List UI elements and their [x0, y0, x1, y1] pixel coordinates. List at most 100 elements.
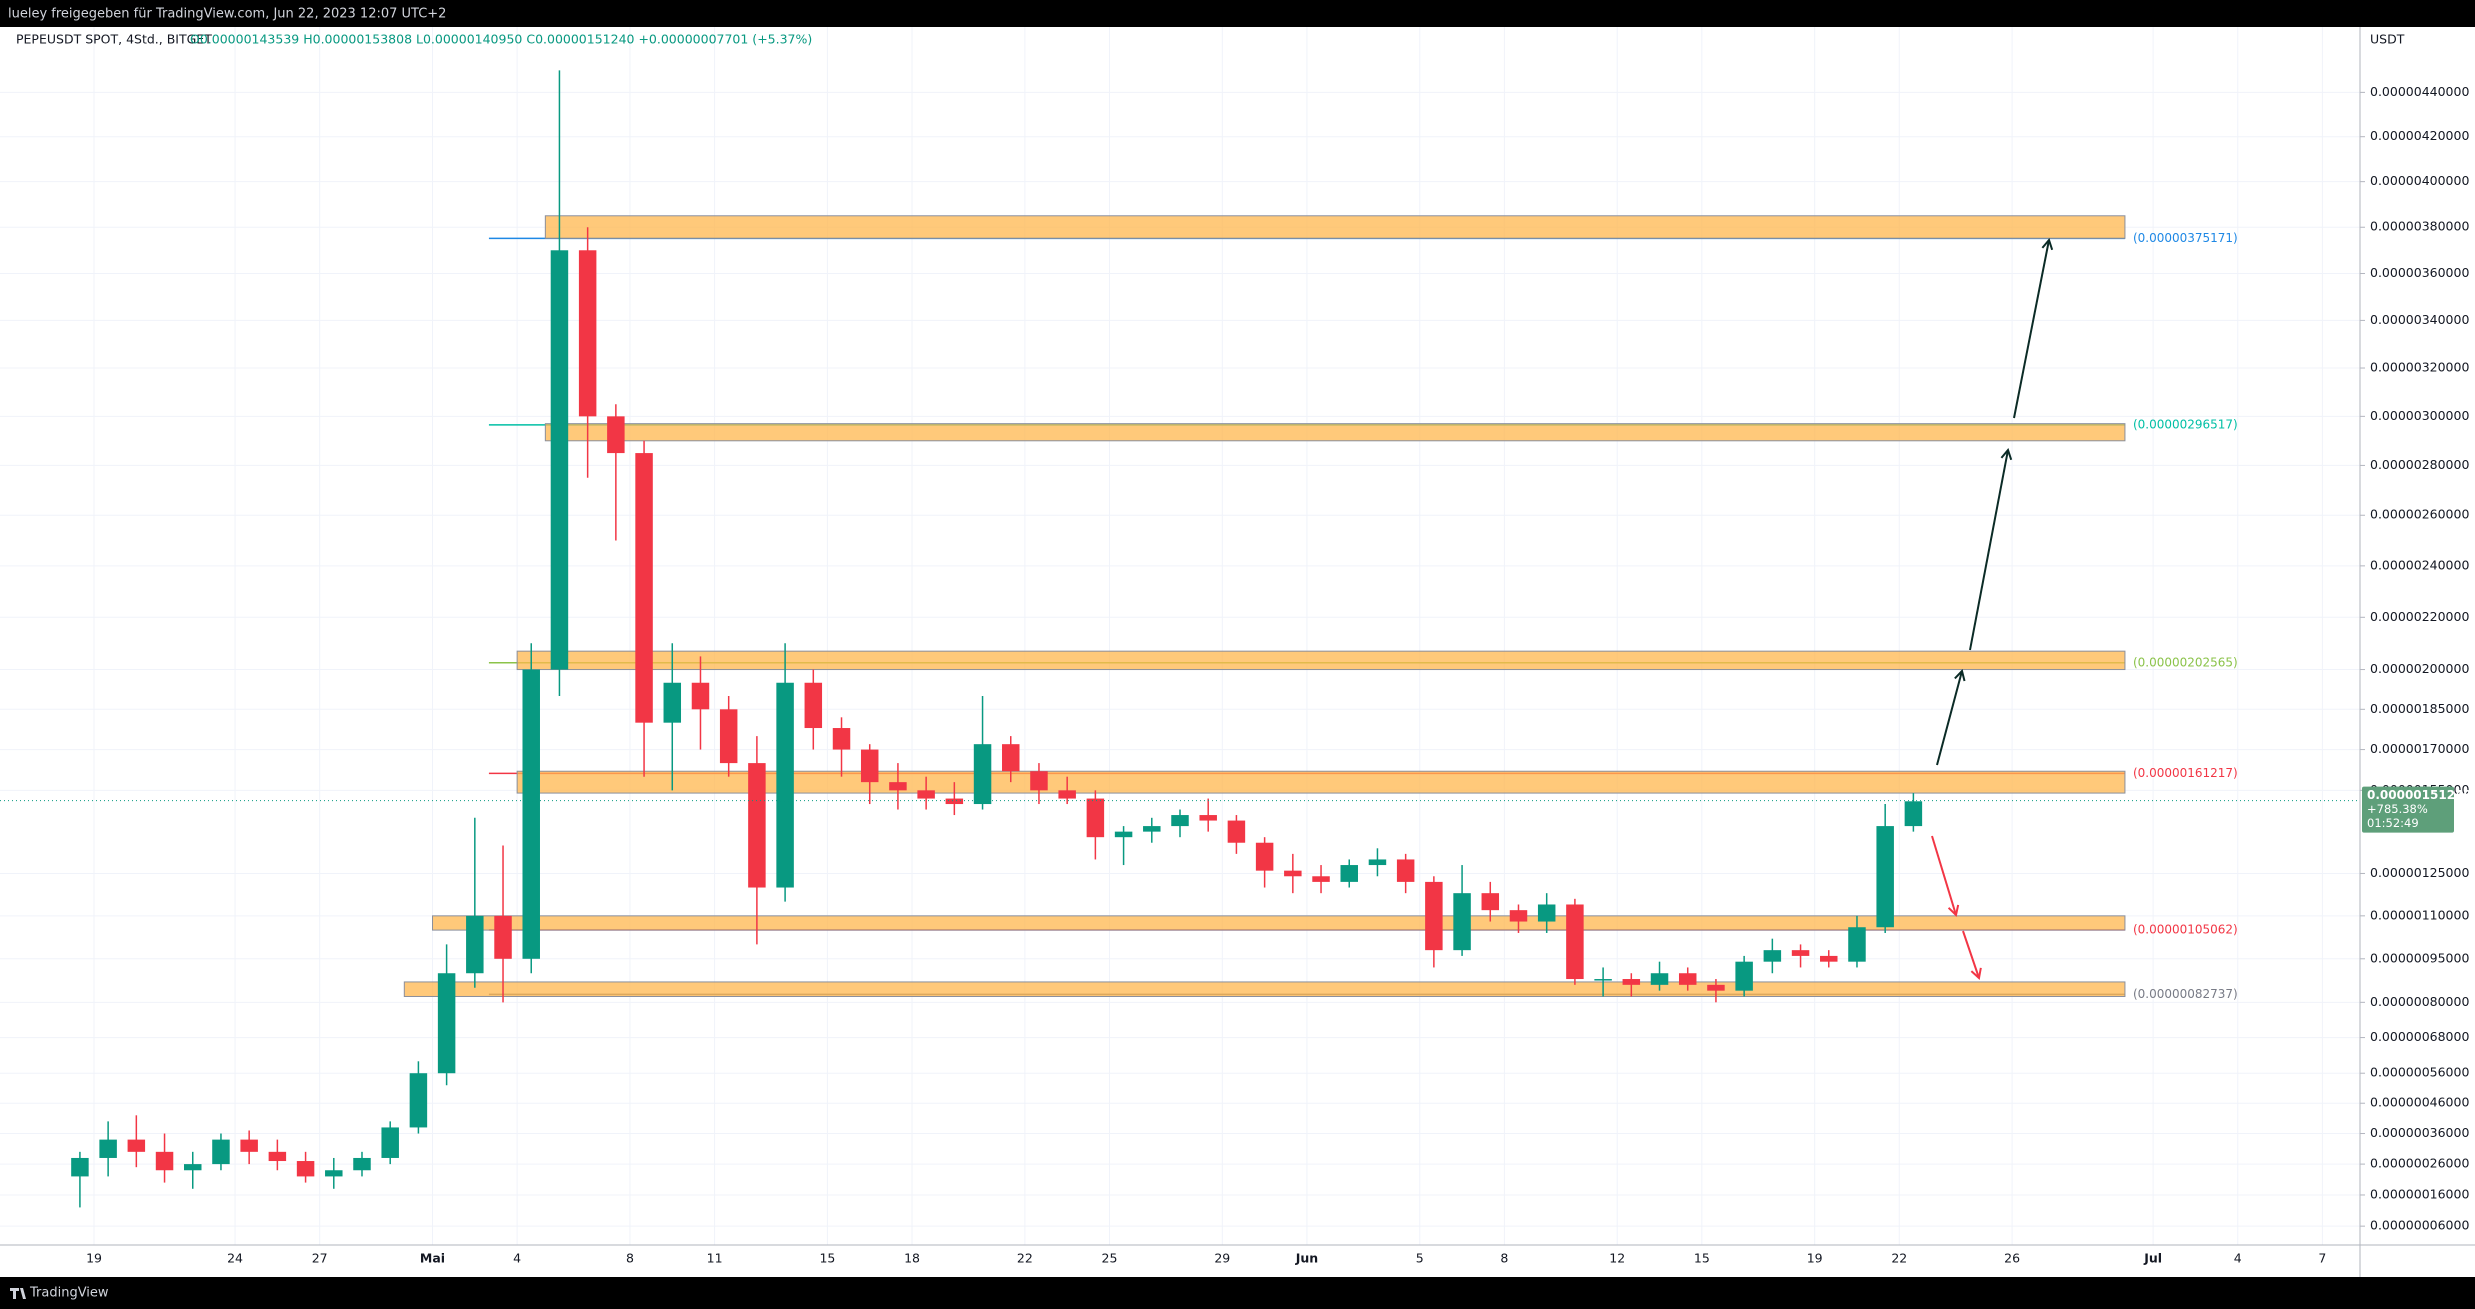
price-box	[2362, 786, 2454, 833]
candle-body	[1791, 950, 1810, 956]
x-tick-label: Jun	[1295, 1251, 1318, 1266]
candle-body	[550, 250, 569, 670]
y-tick-label: 0.00000400000	[2370, 173, 2469, 188]
candle-body	[71, 1157, 89, 1177]
y-tick-label: 0.00000440000	[2370, 84, 2469, 99]
x-tick-label: 4	[2234, 1251, 2242, 1266]
price-label: 0.00000151240	[2367, 788, 2472, 802]
level-label: (0.00000375171)	[2133, 231, 2238, 245]
candle-body	[99, 1139, 117, 1158]
candle-body	[1622, 979, 1641, 985]
candle-body	[945, 798, 964, 805]
x-tick-label: 12	[1609, 1251, 1625, 1266]
x-tick-label: 4	[513, 1251, 521, 1266]
candle-body	[1086, 798, 1105, 838]
candle-body	[1848, 927, 1866, 962]
y-tick-label: 0.00000360000	[2370, 265, 2469, 280]
x-tick-label: 25	[1102, 1251, 1118, 1266]
candle-body	[663, 682, 682, 723]
zone	[516, 770, 2126, 794]
y-tick-label: 0.00000068000	[2370, 1029, 2469, 1044]
candle-body	[804, 682, 823, 729]
candle-body	[1594, 979, 1612, 981]
arrow	[1962, 930, 1979, 978]
y-tick-label: 0.00000185000	[2370, 701, 2469, 716]
brand-logo	[10, 1288, 26, 1299]
zone	[403, 981, 2126, 997]
arrow	[1931, 835, 1956, 915]
candle-body	[607, 416, 625, 454]
candle-body	[437, 973, 456, 1074]
level-label: (0.00000105062)	[2133, 922, 2238, 936]
candle-body	[1171, 815, 1189, 827]
candle-body	[1227, 820, 1246, 843]
candle-body	[1143, 826, 1161, 832]
y-tick-label: 0.00000170000	[2370, 741, 2469, 756]
zone	[544, 215, 2126, 239]
x-tick-label: 19	[1807, 1251, 1823, 1266]
x-tick-label: Jul	[2143, 1251, 2162, 1266]
candle-body	[1058, 790, 1076, 799]
y-tick-label: 0.00000220000	[2370, 609, 2469, 624]
level-label: (0.00000082737)	[2133, 987, 2238, 1001]
x-tick-label: 22	[1891, 1251, 1907, 1266]
y-tick-label: 0.00000300000	[2370, 408, 2469, 423]
x-tick-label: 27	[312, 1251, 328, 1266]
y-tick-label: 0.00000016000	[2370, 1186, 2469, 1201]
candle-body	[1312, 876, 1330, 882]
candle-body	[127, 1139, 146, 1152]
zone	[516, 650, 2126, 671]
level-label: (0.00000202565)	[2133, 655, 2238, 669]
change-label: +785.38%	[2367, 802, 2428, 816]
y-tick-label: 0.00000026000	[2370, 1156, 2469, 1171]
x-tick-label: 24	[227, 1251, 243, 1266]
level-label: (0.00000161217)	[2133, 766, 2238, 780]
candle-body	[1904, 801, 1923, 827]
y-tick-label: 0.00000080000	[2370, 994, 2469, 1009]
candle-body	[578, 250, 597, 417]
x-tick-label: 22	[1017, 1251, 1033, 1266]
share-header: lueley freigegeben für TradingView.com, …	[8, 7, 446, 22]
candle-body	[1763, 950, 1782, 962]
candle-body	[466, 915, 484, 974]
candle-body	[1650, 973, 1669, 985]
y-tick-label: 0.00000260000	[2370, 507, 2469, 522]
y-tick-label: 0.00000240000	[2370, 557, 2469, 572]
arrow	[2013, 240, 2049, 419]
candle-body	[776, 682, 794, 888]
arrow	[1969, 450, 2008, 651]
candle-body	[155, 1151, 174, 1171]
candle-body	[1707, 984, 1725, 991]
y-tick-label: 0.00000320000	[2370, 360, 2469, 375]
brand: TradingView	[29, 1286, 109, 1301]
candle-body	[1284, 870, 1302, 877]
candle-body	[719, 709, 738, 764]
candle-body	[1566, 904, 1584, 980]
y-tick-label: 0.00000006000	[2370, 1218, 2469, 1233]
candle-body	[1537, 904, 1556, 922]
zone	[432, 915, 2126, 931]
candle-body	[917, 790, 935, 799]
candle-body	[860, 749, 879, 783]
candle-body	[1340, 865, 1358, 882]
candle-body	[1820, 955, 1838, 962]
y-tick-label: 0.00000036000	[2370, 1125, 2469, 1140]
y-tick-label: 0.00000380000	[2370, 219, 2469, 234]
candle-body	[1255, 842, 1274, 871]
candle-body	[353, 1157, 371, 1171]
y-tick-label: 0.00000125000	[2370, 865, 2469, 880]
candle-body	[381, 1127, 399, 1158]
y-axis-label: USDT	[2370, 32, 2405, 47]
candle-body	[691, 682, 710, 710]
candle-body	[832, 728, 851, 750]
y-tick-label: 0.00000340000	[2370, 312, 2469, 327]
x-tick-label: 19	[86, 1251, 102, 1266]
footer-bar	[0, 1277, 2475, 1309]
candle-body	[1002, 744, 1020, 772]
candle-body	[1114, 831, 1133, 838]
y-tick-label: 0.00000280000	[2370, 457, 2469, 472]
y-tick-label: 0.00000200000	[2370, 661, 2469, 676]
x-tick-label: 15	[819, 1251, 835, 1266]
x-tick-label: 18	[904, 1251, 920, 1266]
